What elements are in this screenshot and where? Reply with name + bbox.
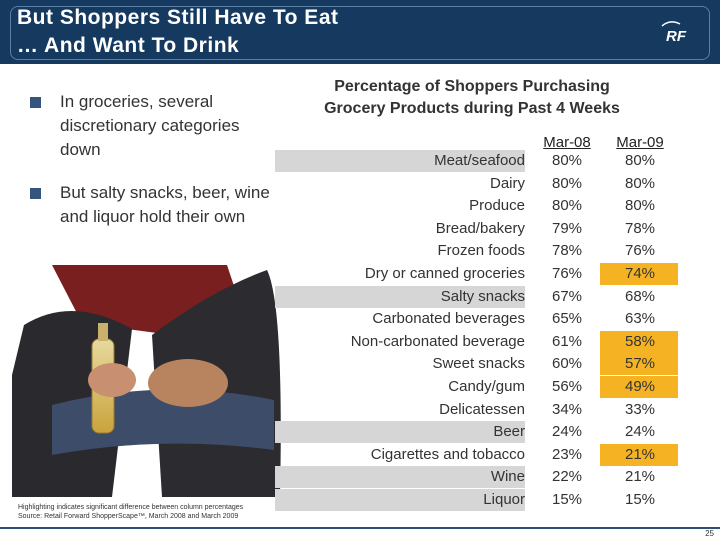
footnote-source: Source: Retail Forward ShopperScape™, Ma… bbox=[18, 513, 239, 520]
value-mar-08: 24% bbox=[551, 423, 583, 441]
footnote: Highlighting indicates significant diffe… bbox=[18, 503, 243, 521]
row-label: Cigarettes and tobacco bbox=[370, 445, 525, 463]
value-mar-08: 78% bbox=[551, 242, 583, 260]
rf-logo: RF bbox=[661, 21, 687, 44]
slide-title-line-2: … And Want To Drink bbox=[17, 34, 240, 57]
row-label: Dry or canned groceries bbox=[364, 265, 525, 282]
title-frame bbox=[10, 6, 710, 60]
row-shading bbox=[275, 466, 525, 489]
table-title-line-1: Percentage of Shoppers Purchasing bbox=[334, 78, 610, 95]
value-mar-09: 76% bbox=[624, 242, 656, 260]
significance-highlight bbox=[600, 443, 678, 466]
footnote-highlight-note: Highlighting indicates significant diffe… bbox=[18, 504, 244, 511]
row-shading bbox=[275, 150, 525, 172]
value-mar-09: 80% bbox=[624, 174, 656, 192]
row-label: Candy/gum bbox=[448, 378, 525, 395]
significance-highlight bbox=[600, 353, 678, 376]
row-label: Dairy bbox=[489, 174, 525, 192]
row-label: Carbonated beverages bbox=[372, 310, 525, 328]
shopper-photo bbox=[12, 265, 284, 497]
value-mar-08: 65% bbox=[551, 310, 583, 328]
value-mar-08: 79% bbox=[551, 219, 583, 237]
row-label: Beer bbox=[493, 423, 525, 441]
footer-rule bbox=[0, 527, 720, 529]
value-mar-08: 80% bbox=[551, 174, 583, 192]
bullet-text: In groceries, several discretionary cate… bbox=[60, 92, 240, 159]
bullet-square-icon bbox=[30, 97, 41, 108]
row-label: Non-carbonated beverage bbox=[350, 332, 525, 350]
column-header-mar-08: Mar-08 bbox=[543, 134, 591, 151]
significance-highlight bbox=[600, 263, 678, 285]
value-mar-09: 21% bbox=[624, 445, 656, 463]
row-label: Sweet snacks bbox=[432, 355, 525, 373]
value-mar-08: 61% bbox=[551, 332, 583, 350]
title-bar: But Shoppers Still Have To Eat … And Wan… bbox=[0, 0, 720, 64]
logo-text: RF bbox=[666, 28, 687, 44]
row-label: Frozen foods bbox=[437, 242, 525, 260]
row-shading bbox=[275, 489, 525, 511]
table-title: Percentage of Shoppers Purchasing Grocer… bbox=[292, 76, 652, 120]
value-mar-08: 76% bbox=[551, 265, 583, 282]
table-title-line-2: Grocery Products during Past 4 Weeks bbox=[324, 100, 620, 117]
bullet-text: But salty snacks, beer, wine and liquor … bbox=[60, 183, 270, 226]
row-label: Liquor bbox=[483, 491, 525, 508]
row-shading bbox=[275, 421, 525, 444]
significance-highlight bbox=[600, 330, 678, 353]
row-shading bbox=[275, 285, 525, 308]
row-label: Produce bbox=[469, 197, 525, 215]
value-mar-08: 22% bbox=[551, 468, 583, 486]
value-mar-08: 23% bbox=[551, 445, 583, 463]
value-mar-09: 15% bbox=[624, 491, 656, 508]
value-mar-09: 74% bbox=[624, 265, 656, 282]
value-mar-08: 67% bbox=[551, 287, 583, 305]
bullet-list: In groceries, several discretionary cate… bbox=[30, 90, 270, 248]
value-mar-09: 24% bbox=[624, 423, 656, 441]
row-label: Delicatessen bbox=[439, 400, 525, 418]
row-label: Bread/bakery bbox=[435, 219, 525, 237]
row-label: Wine bbox=[490, 468, 525, 486]
value-mar-08: 34% bbox=[551, 400, 583, 418]
page-number: 25 bbox=[705, 529, 714, 538]
significance-highlight bbox=[600, 376, 678, 398]
value-mar-09: 21% bbox=[624, 468, 656, 486]
value-mar-08: 15% bbox=[551, 491, 583, 508]
value-mar-09: 57% bbox=[624, 355, 656, 373]
value-mar-09: 63% bbox=[624, 310, 656, 328]
value-mar-09: 80% bbox=[624, 152, 656, 169]
value-mar-09: 33% bbox=[624, 400, 656, 418]
row-label: Salty snacks bbox=[440, 287, 525, 305]
value-mar-09: 68% bbox=[624, 287, 656, 305]
value-mar-08: 56% bbox=[551, 378, 583, 395]
bullet-item: But salty snacks, beer, wine and liquor … bbox=[30, 181, 270, 229]
column-header-mar-09: Mar-09 bbox=[616, 134, 664, 151]
value-mar-08: 80% bbox=[551, 197, 583, 215]
row-label: Meat/seafood bbox=[434, 152, 525, 169]
value-mar-08: 60% bbox=[551, 355, 583, 373]
bullet-square-icon bbox=[30, 188, 41, 199]
slide-title-line-1: But Shoppers Still Have To Eat bbox=[17, 6, 339, 29]
value-mar-09: 49% bbox=[624, 378, 656, 395]
bullet-item: In groceries, several discretionary cate… bbox=[30, 90, 270, 162]
value-mar-09: 78% bbox=[624, 219, 656, 237]
value-mar-08: 80% bbox=[551, 152, 583, 169]
value-mar-09: 80% bbox=[624, 197, 656, 215]
value-mar-09: 58% bbox=[624, 332, 656, 350]
